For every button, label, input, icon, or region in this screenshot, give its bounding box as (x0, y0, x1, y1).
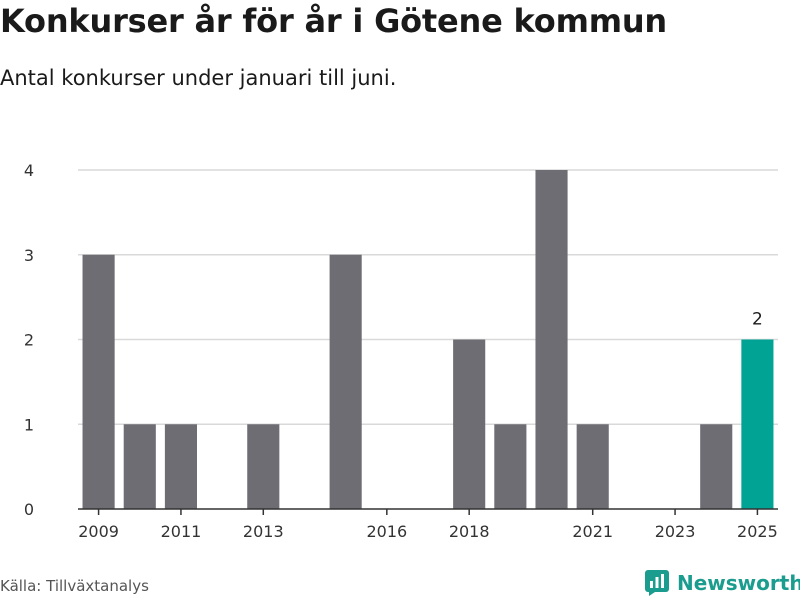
bar (164, 424, 197, 509)
x-tick-label: 2025 (737, 522, 778, 541)
x-tick-label: 2018 (449, 522, 490, 541)
y-tick-label: 2 (24, 331, 34, 350)
y-tick-label: 3 (24, 246, 34, 265)
x-tick-label: 2021 (572, 522, 613, 541)
x-tick-label: 2016 (366, 522, 407, 541)
bar (576, 424, 609, 509)
bar (453, 339, 486, 509)
bar (535, 170, 568, 509)
bar (700, 424, 733, 509)
brand-name: Newsworthy (677, 571, 800, 595)
chart-subtitle: Antal konkurser under januari till juni. (0, 66, 397, 90)
bar (494, 424, 527, 509)
source-note: Källa: Tillväxtanalys (0, 577, 149, 595)
brand-logo: Newsworthy (645, 570, 800, 596)
x-tick-label: 2011 (161, 522, 202, 541)
y-tick-label: 4 (24, 161, 34, 180)
chart-title: Konkurser år för år i Götene kommun (0, 2, 668, 40)
bar (123, 424, 156, 509)
x-tick-label: 2013 (243, 522, 284, 541)
data-label: 2 (752, 310, 763, 330)
x-tick-label: 2023 (655, 522, 696, 541)
bar (741, 339, 774, 509)
newsworthy-logo-icon (645, 570, 669, 596)
y-tick-label: 0 (24, 500, 34, 519)
x-tick-label: 2009 (78, 522, 119, 541)
bar-chart: 0 1 2 3 4 2009 2011 2013 2016 2018 2021 2023 2025 2 (24, 161, 778, 541)
bar (329, 254, 362, 509)
bar (247, 424, 280, 509)
y-tick-label: 1 (24, 415, 34, 434)
bar (82, 254, 115, 509)
